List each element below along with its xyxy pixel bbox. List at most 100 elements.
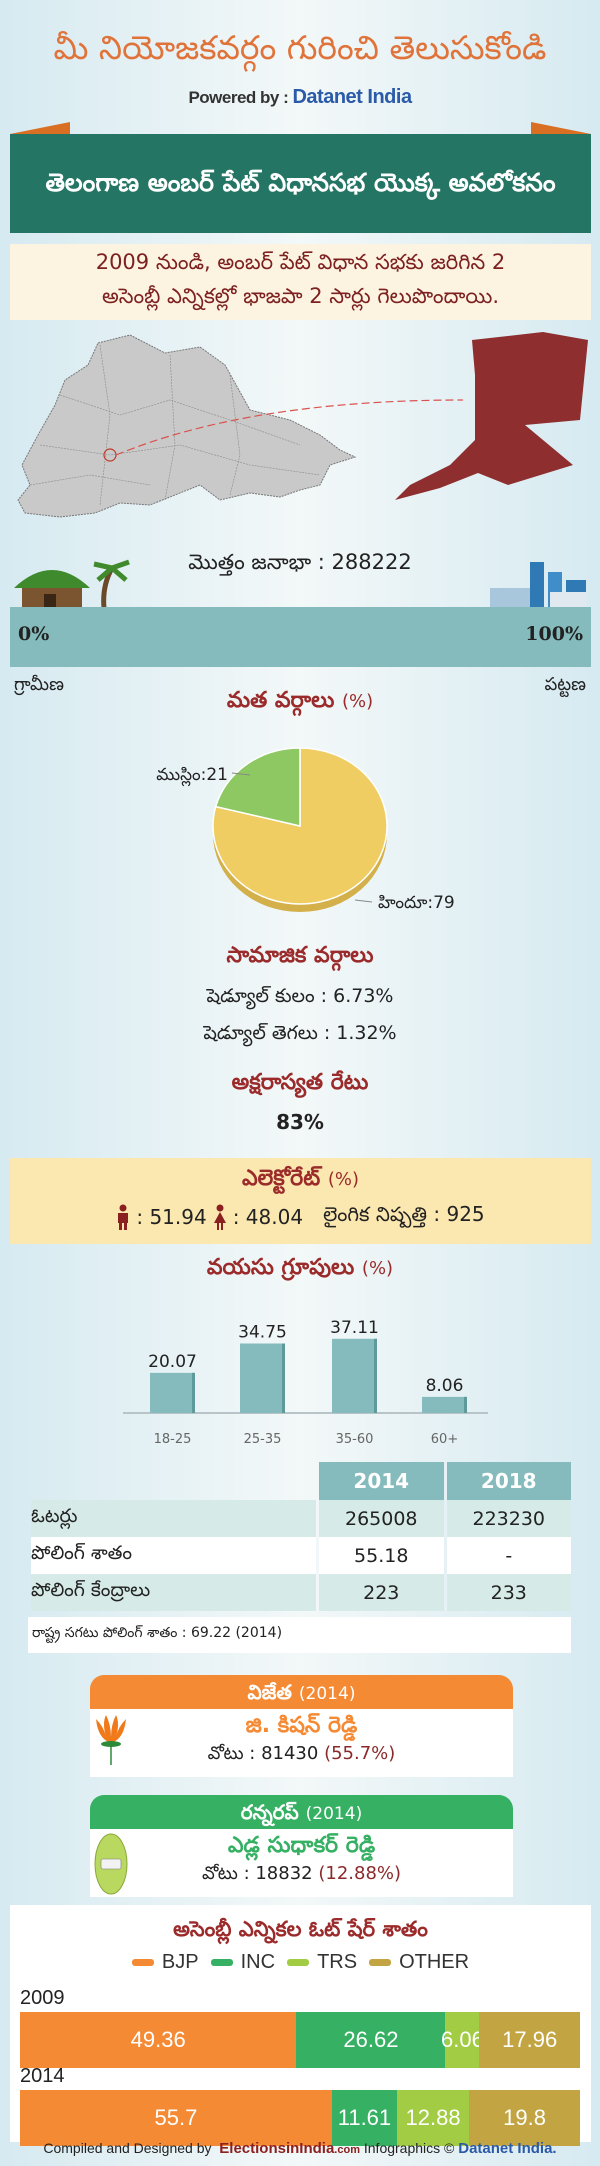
social-heading: సామాజిక వర్గాలు	[226, 943, 374, 968]
powered-by-label: Powered by :	[188, 88, 289, 107]
age-bar-shade	[464, 1396, 467, 1413]
st-percent: షెడ్యూల్ తెగలు : 1.32%	[203, 1022, 397, 1044]
age-bar-value: 37.11	[330, 1318, 379, 1338]
age-heading-text: వయసు గ్రూపులు	[206, 1255, 355, 1280]
legend-item: INC	[210, 1951, 276, 1974]
legend-swatch	[369, 1959, 392, 1966]
legend-label: TRS	[317, 1951, 358, 1973]
pie-slice	[214, 747, 301, 827]
winner-vote-pct: (55.7%)	[324, 1743, 396, 1764]
age-category-label: 25-35	[244, 1432, 282, 1447]
winner-vote-count: వోటు : 81430	[207, 1743, 319, 1764]
vote-share-segment: 11.61	[331, 2090, 397, 2146]
city-buildings-icon	[490, 562, 586, 608]
year-label: 2014	[20, 2065, 65, 2087]
pie-label: హిందూ:79	[378, 893, 455, 913]
rural-label: గ్రామీణ	[14, 674, 64, 695]
age-bar-chart: 20.07 18-25 34.75 25-35 37.11 35-60 8.06 60+	[123, 1318, 488, 1447]
age-category-label: 35-60	[336, 1432, 374, 1447]
literacy-heading: అక్షరాస్యత రేటు	[231, 1070, 369, 1095]
table-row: పోలింగ్ కేంద్రాలు 223 233	[31, 1574, 571, 1611]
winner-card: విజేత (2014) జి. కిషన్ రెడ్డి వోటు : 814…	[90, 1675, 513, 1777]
legend-swatch	[210, 1959, 233, 1966]
runnerup-heading: రన్నరప్	[240, 1800, 299, 1824]
winner-year: (2014)	[298, 1684, 356, 1704]
runnerup-name: ఎడ్ల సుధాకర్ రెడ్డి	[227, 1833, 376, 1858]
credit-line: Compiled and Designed by ElectionsinIndi…	[0, 2140, 600, 2157]
age-bar-value: 8.06	[426, 1376, 464, 1396]
age-bar-shade	[374, 1338, 377, 1413]
vote-share-panel: అసెంబ్లీ ఎన్నికల ఓట్ షేర్ శాతం BJP INC TRS…	[10, 1905, 591, 2146]
brand-name: Datanet India	[292, 86, 412, 108]
constituency-shape	[395, 332, 588, 500]
female-percent: : 48.04	[232, 1204, 304, 1229]
rural-urban-bar: 0% 100%	[10, 607, 591, 667]
credit-infographics: Infographics ©	[363, 2140, 455, 2156]
legend-label: OTHER	[399, 1951, 470, 1973]
district-borders	[29, 344, 321, 506]
row-label: ఓటర్లు	[31, 1500, 316, 1537]
summary-box: 2009 నుండి, అంబర్ పేట్ విధాన సభకు జరిగిన…	[10, 244, 591, 320]
rural-percent: 0%	[18, 623, 50, 645]
runnerup-header: రన్నరప్ (2014)	[90, 1795, 513, 1829]
runnerup-card: రన్నరప్ (2014) ఎడ్ల సుధాకర్ రెడ్డి వోటు …	[90, 1795, 513, 1897]
cell: -	[446, 1537, 571, 1574]
table-row: పోలింగ్ శాతం 55.18-	[31, 1537, 571, 1574]
row-label: పోలింగ్ కేంద్రాలు	[31, 1574, 316, 1611]
legend-swatch	[287, 1959, 310, 1966]
winner-header: విజేత (2014)	[90, 1675, 513, 1709]
religion-unit: (%)	[342, 691, 374, 712]
total-population: మొత్తం జనాభా : 288222	[188, 550, 412, 574]
row-label: పోలింగ్ శాతం	[31, 1537, 316, 1574]
sc-percent: షెడ్యూల్ కులం : 6.73%	[206, 985, 394, 1007]
literacy-value: 83%	[276, 1110, 324, 1134]
age-heading: వయసు గ్రూపులు (%)	[0, 1255, 600, 1285]
pie-leader	[354, 899, 373, 903]
column-header-2014: 2014	[319, 1462, 444, 1500]
age-category-label: 60+	[431, 1432, 458, 1447]
age-bar-value: 34.75	[238, 1323, 287, 1343]
male-percent: : 51.94	[136, 1204, 207, 1229]
credit-site: ElectionsinIndia	[219, 2140, 335, 2157]
vote-share-segment: 55.7	[20, 2090, 332, 2146]
age-bar	[422, 1396, 467, 1413]
credit-site-tld: .com	[334, 2144, 360, 2156]
table-footnote: రాష్ట్ర సగటు పోలింగ్ శాతం : 69.22 (2014)	[28, 1617, 571, 1653]
winner-name: జి. కిషన్ రెడ్డి	[245, 1713, 358, 1738]
winner-body: జి. కిషన్ రెడ్డి వోటు : 81430 (55.7%)	[90, 1709, 513, 1777]
legend-swatch	[131, 1959, 154, 1966]
credit-compiled: Compiled and Designed by	[43, 2140, 212, 2156]
electorate-unit: (%)	[327, 1169, 360, 1190]
pointer-arrow	[115, 399, 464, 456]
year-label: 2009	[20, 1987, 65, 2009]
vote-share-segment: 26.62	[296, 2012, 446, 2068]
religion-heading-text: మత వర్గాలు	[226, 688, 335, 713]
urban-label: పట్టణ	[544, 674, 586, 695]
cell: 233	[446, 1574, 571, 1611]
pie-leader	[231, 772, 251, 776]
legend-label: INC	[240, 1951, 276, 1973]
overview-ribbon: తెలంగాణ అంబర్ పేట్ విధానసభ యొక్క అవలోకనం	[10, 134, 591, 233]
legend-item: BJP	[131, 1951, 199, 1974]
election-stats-table: 2014 2018 ఓటర్లు 265008 223230 పోలింగ్ శాతం…	[28, 1462, 574, 1611]
pie-label: ముస్లిం:21	[156, 765, 228, 787]
ribbon-fold-right	[531, 122, 591, 134]
electorate-stats: : 51.94 : 48.04 లైంగిక నిష్పత్తి : 925	[10, 1202, 591, 1231]
runnerup-year: (2014)	[305, 1804, 363, 1824]
electorate-heading-text: ఎలెక్టోరేట్	[241, 1166, 321, 1191]
cell: 223230	[446, 1500, 571, 1537]
table-row: ఓటర్లు 265008 223230	[31, 1500, 571, 1537]
village-hut-icon	[14, 559, 130, 608]
summary-line: అసెంబ్లీ ఎన్నికల్లో భాజపా 2 సార్లు గెలుప…	[101, 283, 500, 308]
urban-percent: 100%	[525, 623, 583, 645]
age-bar	[332, 1338, 377, 1413]
cell: 265008	[319, 1500, 444, 1537]
runnerup-vote-pct: (12.88%)	[318, 1863, 402, 1884]
legend-label: BJP	[161, 1951, 199, 1973]
religion-pie-chart: ముస్లిం:21 హిందూ:79	[156, 747, 455, 913]
age-category-label: 18-25	[154, 1432, 192, 1447]
runnerup-body: ఎడ్ల సుధాకర్ రెడ్డి వోటు : 18832 (12.88%…	[90, 1829, 513, 1897]
pie-slice	[212, 747, 388, 905]
page-title: మీ నియోజకవర్గం గురించి తెలుసుకోండి	[53, 28, 547, 67]
summary-line: 2009 నుండి, అంబర్ పేట్ విధాన సభకు జరిగిన…	[95, 250, 506, 274]
